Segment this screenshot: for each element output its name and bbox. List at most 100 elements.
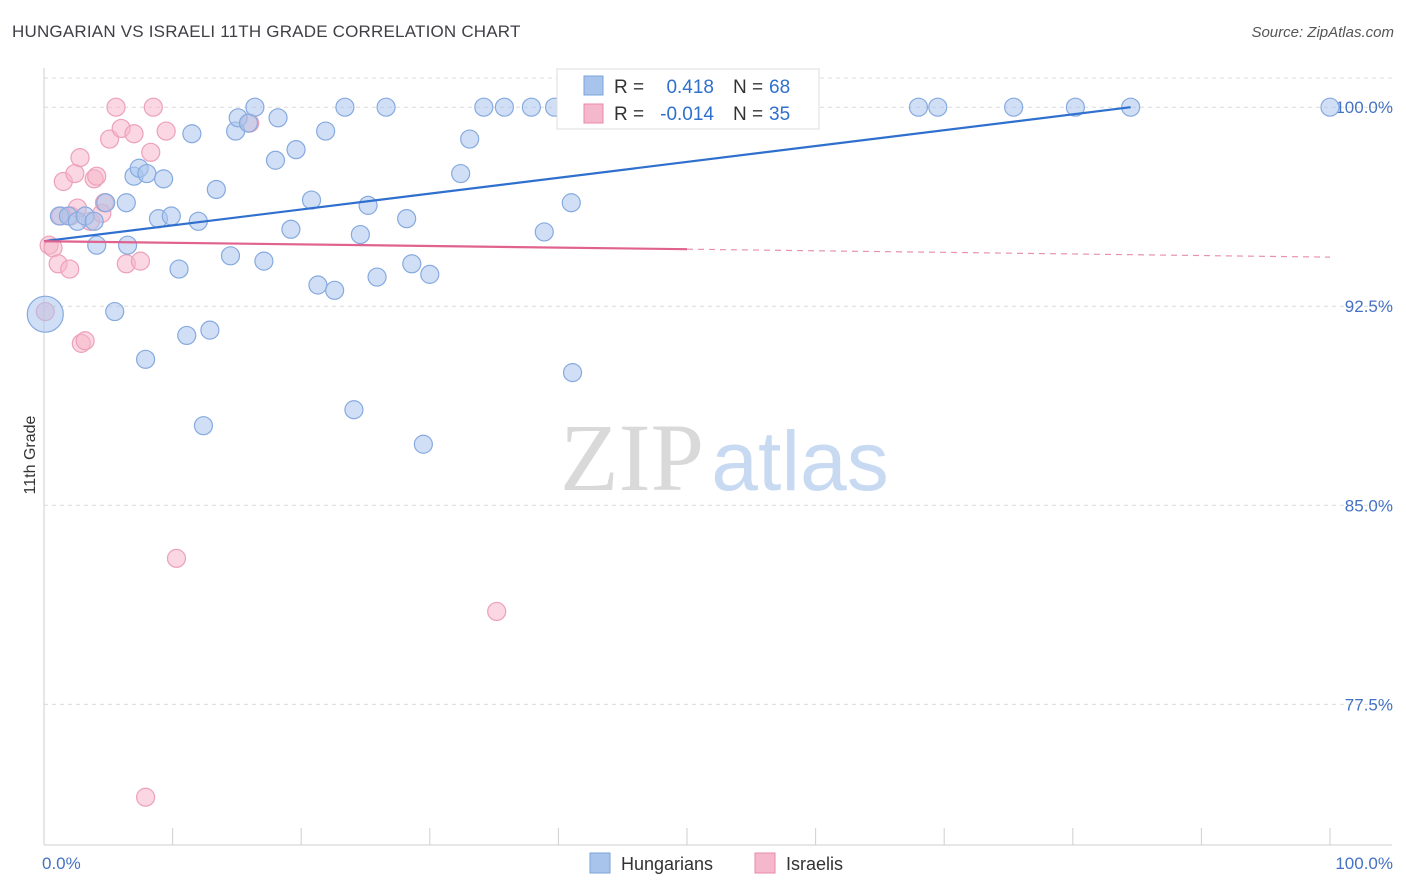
r-label-hungarians: R =	[614, 77, 644, 98]
y-axis-title: 11th Grade	[22, 415, 39, 494]
hungarian-point	[220, 246, 241, 266]
hungarian-point	[137, 163, 157, 184]
hungarian-point	[534, 222, 554, 242]
hungarian-point	[268, 108, 288, 128]
r-value-israelis: -0.014	[660, 104, 714, 125]
hungarian-point	[182, 124, 202, 144]
hungarian-point	[117, 235, 138, 255]
n-label-hungarians: N =	[733, 77, 763, 98]
hungarian-point	[367, 267, 387, 287]
hungarian-point	[87, 235, 107, 255]
israeli-point	[130, 251, 151, 271]
watermark-atlas: atlas	[711, 414, 888, 508]
israeli-point	[87, 166, 107, 186]
hungarian-point	[397, 209, 417, 229]
hungarian-point	[105, 301, 125, 322]
hungarian-point	[561, 193, 581, 213]
hungarian-point	[161, 206, 181, 226]
hungarian-point	[135, 349, 156, 369]
hungarian-point	[350, 224, 370, 245]
hungarian-point	[335, 97, 355, 117]
hungarian-point	[494, 97, 514, 117]
hungarian-point	[1320, 97, 1340, 117]
r-label-israelis: R =	[614, 104, 644, 125]
hungarian-point	[413, 434, 433, 454]
israeli-point	[487, 601, 507, 622]
hungarian-point	[177, 325, 197, 346]
hungarian-point	[281, 219, 301, 239]
hungarian-point	[376, 97, 396, 117]
x-tick-label-max: 100.0%	[1335, 854, 1393, 873]
israeli-trend-line	[43, 240, 688, 251]
hungarian-point	[325, 280, 345, 300]
hungarian-point	[265, 150, 286, 170]
n-label-israelis: N =	[733, 104, 763, 125]
hungarian-point	[1004, 97, 1024, 117]
hungarian-point	[928, 97, 948, 117]
y-tick-label: 100.0%	[1335, 98, 1393, 117]
gridlines: 100.0% 92.5% 85.0% 77.5%	[44, 77, 1393, 714]
israeli-point	[135, 787, 156, 807]
israeli-point	[70, 148, 90, 168]
r-value-hungarians: 0.418	[666, 77, 714, 98]
legend-hungarians-label: Hungarians	[621, 854, 713, 874]
y-tick-label: 77.5%	[1345, 695, 1393, 714]
hungarian-point	[908, 97, 929, 117]
israeli-point	[65, 163, 85, 184]
legend-israelis-label: Israelis	[786, 854, 843, 874]
hungarian-point	[474, 97, 494, 117]
israeli-point	[141, 142, 161, 162]
hungarian-point	[238, 113, 259, 133]
israeli-point	[143, 97, 163, 117]
hungarians-swatch	[583, 75, 604, 96]
hungarian-point	[84, 211, 104, 231]
series-legend: Hungarians Israelis	[589, 852, 843, 874]
israeli-point	[124, 124, 144, 144]
y-tick-label: 92.5%	[1345, 297, 1393, 316]
israeli-trend-extension	[686, 248, 1331, 258]
israeli-point	[75, 331, 95, 351]
hungarian-point	[96, 193, 116, 213]
stats-legend: R = 0.418 N = 68 R = -0.014 N = 35	[556, 68, 820, 130]
trend-lines	[43, 106, 1331, 258]
hungarian-point	[26, 295, 64, 333]
israeli-point	[156, 121, 176, 141]
watermark-zip: ZIP	[560, 404, 704, 511]
hungarian-point	[153, 169, 174, 189]
hungarian-point	[206, 179, 226, 200]
hungarian-point	[245, 97, 265, 117]
legend-israelis-swatch	[754, 852, 776, 874]
hungarian-point	[308, 275, 328, 295]
hungarian-point	[562, 362, 583, 383]
hungarian-point	[116, 193, 136, 213]
hungarian-point	[1065, 97, 1085, 117]
hungarian-point	[193, 416, 214, 436]
hungarian-point	[200, 320, 220, 340]
x-tick-label-min: 0.0%	[42, 854, 81, 873]
hungarian-point	[521, 97, 541, 117]
watermark: ZIP atlas	[560, 404, 889, 511]
n-value-hungarians: 68	[769, 77, 790, 98]
hungarian-point	[402, 254, 422, 274]
hungarian-point	[420, 264, 440, 284]
axes: 0.0% 100.0%	[42, 68, 1393, 873]
israeli-point	[166, 548, 187, 568]
hungarian-point	[286, 140, 306, 160]
legend-hungarians-swatch	[589, 852, 611, 874]
hungarian-point	[460, 129, 480, 149]
hungarian-trend-line	[43, 106, 1131, 243]
hungarian-point	[316, 121, 336, 141]
israelis-swatch	[583, 103, 604, 124]
israeli-point	[106, 97, 126, 117]
source-credit: Source: ZipAtlas.com	[1251, 24, 1394, 41]
n-value-israelis: 35	[769, 104, 790, 125]
hungarian-point	[254, 251, 274, 271]
y-tick-label: 85.0%	[1345, 496, 1393, 515]
hungarian-point	[451, 163, 471, 184]
hungarian-point	[358, 195, 378, 215]
hungarian-point	[344, 400, 364, 420]
chart-title: HUNGARIAN VS ISRAELI 11TH GRADE CORRELAT…	[12, 22, 521, 41]
israeli-point	[60, 259, 80, 279]
hungarian-point	[169, 259, 189, 279]
